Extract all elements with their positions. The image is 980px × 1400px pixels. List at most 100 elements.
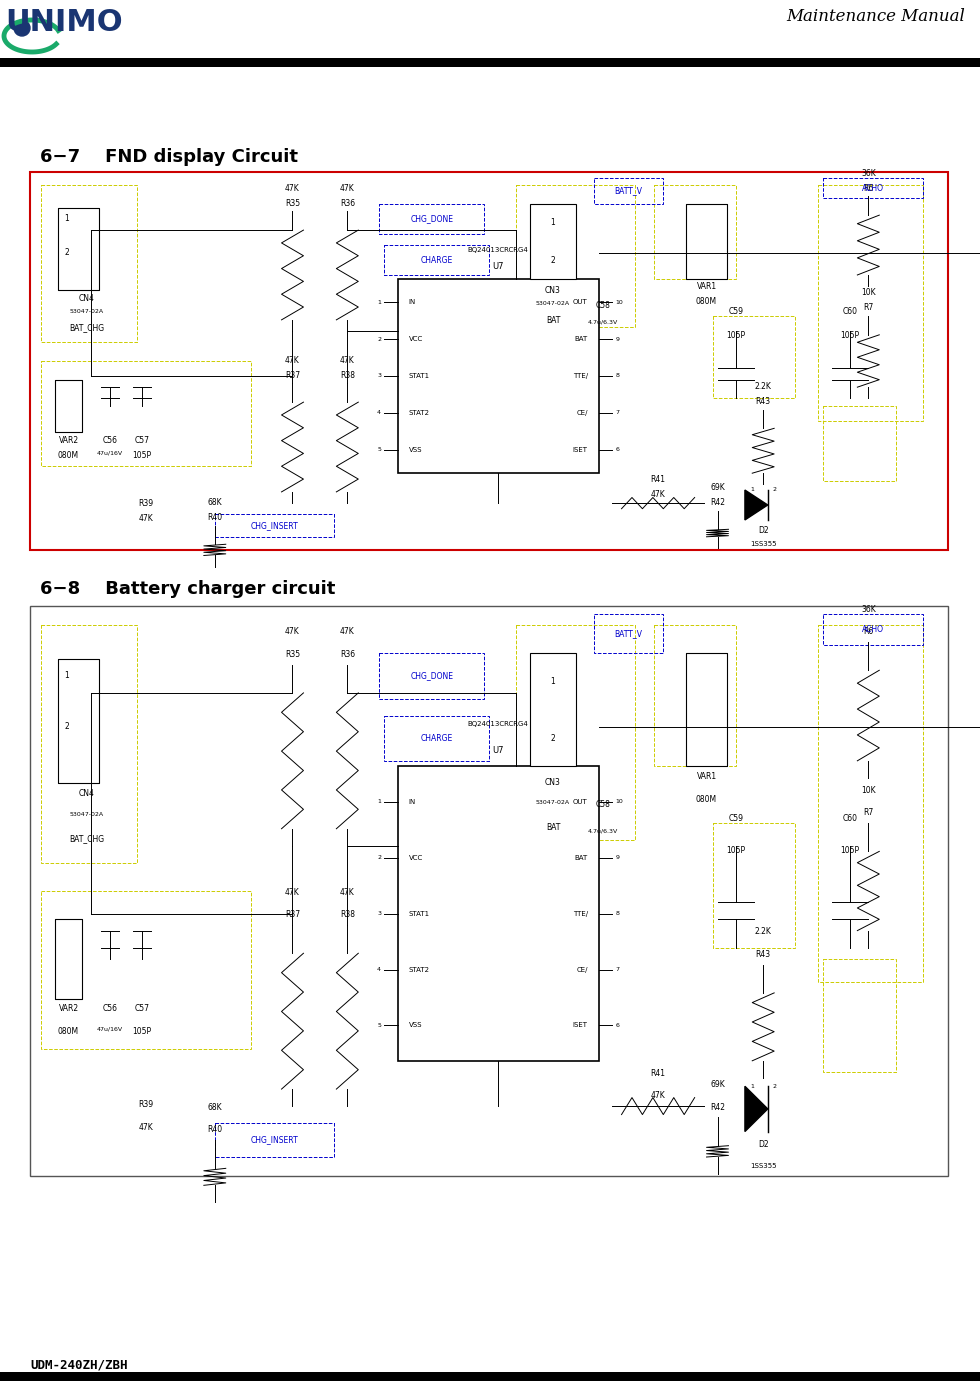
Bar: [215, 514, 333, 536]
Bar: [55, 920, 82, 998]
Text: 47K: 47K: [139, 1123, 154, 1133]
Text: 2: 2: [772, 1084, 776, 1089]
Text: ISET: ISET: [572, 447, 588, 452]
Text: 53047-02A: 53047-02A: [536, 801, 570, 805]
Text: CHG_DONE: CHG_DONE: [411, 672, 454, 680]
Text: IN: IN: [409, 300, 416, 305]
Text: R7: R7: [863, 304, 873, 312]
Text: CHG_INSERT: CHG_INSERT: [250, 1135, 298, 1145]
Text: BAT: BAT: [546, 316, 561, 325]
Text: C58: C58: [596, 801, 611, 809]
Text: 3: 3: [377, 374, 381, 378]
Text: 2: 2: [551, 256, 556, 265]
Text: 68K: 68K: [208, 1103, 222, 1112]
Text: C58: C58: [596, 301, 611, 311]
Text: CN3: CN3: [545, 286, 561, 295]
Bar: [379, 654, 484, 699]
Text: R39: R39: [139, 1100, 154, 1109]
Text: 4.7u/6.3V: 4.7u/6.3V: [588, 319, 618, 325]
Bar: [398, 766, 599, 1061]
Bar: [55, 920, 82, 998]
Text: R37: R37: [285, 371, 300, 379]
Text: 1SS355: 1SS355: [750, 540, 776, 546]
Text: 47K: 47K: [340, 888, 355, 896]
Text: 9: 9: [615, 336, 619, 342]
Text: R43: R43: [756, 951, 770, 959]
Text: STAT2: STAT2: [409, 410, 429, 416]
Text: CHARGE: CHARGE: [420, 256, 453, 265]
Text: CN4: CN4: [79, 294, 95, 302]
Text: U7: U7: [492, 746, 504, 755]
Text: ACHO: ACHO: [861, 624, 884, 634]
Text: 4.7u/6.3V: 4.7u/6.3V: [588, 829, 618, 834]
Bar: [379, 204, 484, 234]
Text: IN: IN: [409, 799, 416, 805]
Text: 105P: 105P: [841, 846, 859, 855]
Text: TTE/: TTE/: [572, 910, 588, 917]
Text: 68K: 68K: [208, 498, 222, 507]
Text: 2.2K: 2.2K: [755, 382, 771, 391]
Text: CHG_DONE: CHG_DONE: [411, 214, 454, 224]
Bar: [30, 606, 948, 1176]
Polygon shape: [745, 490, 767, 519]
Text: Maintenance Manual: Maintenance Manual: [786, 8, 965, 25]
Text: U7: U7: [492, 262, 504, 272]
Text: 1: 1: [750, 487, 754, 491]
Text: 6: 6: [615, 448, 619, 452]
Bar: [41, 185, 137, 342]
Bar: [530, 204, 576, 279]
Text: 8: 8: [615, 911, 619, 916]
Text: VAR1: VAR1: [697, 773, 716, 781]
Bar: [384, 715, 489, 760]
Text: 080M: 080M: [58, 1026, 79, 1036]
Text: 47K: 47K: [139, 514, 154, 524]
Text: VCC: VCC: [409, 855, 422, 861]
Text: 080M: 080M: [696, 795, 717, 804]
Text: R38: R38: [340, 910, 355, 920]
Text: 47K: 47K: [285, 183, 300, 193]
Text: C56: C56: [102, 435, 118, 445]
Text: 2: 2: [772, 487, 776, 491]
Text: D2: D2: [758, 1140, 768, 1149]
Text: BAT_CHG: BAT_CHG: [70, 323, 105, 333]
Text: 2.2K: 2.2K: [755, 927, 771, 937]
Text: 4: 4: [377, 967, 381, 972]
Text: R38: R38: [340, 371, 355, 379]
Text: ISET: ISET: [572, 1022, 588, 1029]
Text: VAR1: VAR1: [697, 283, 716, 291]
Text: 105P: 105P: [132, 451, 151, 459]
Text: CN3: CN3: [545, 778, 561, 787]
Text: 8: 8: [615, 374, 619, 378]
Text: R37: R37: [285, 910, 300, 920]
Text: 6−8    Battery charger circuit: 6−8 Battery charger circuit: [40, 580, 335, 598]
Bar: [0, 57, 980, 67]
Text: R36: R36: [340, 199, 355, 207]
Text: C56: C56: [102, 1004, 118, 1014]
Text: 47K: 47K: [340, 183, 355, 193]
Bar: [530, 204, 576, 279]
Bar: [398, 766, 599, 1061]
Text: R35: R35: [285, 199, 300, 207]
Bar: [398, 279, 599, 473]
Text: VSS: VSS: [409, 1022, 422, 1029]
Text: 105P: 105P: [841, 330, 859, 340]
Text: 105P: 105P: [132, 1026, 151, 1036]
Text: 10K: 10K: [861, 785, 875, 795]
Text: VCC: VCC: [409, 336, 422, 342]
Text: VAR2: VAR2: [59, 435, 78, 445]
Bar: [822, 613, 923, 645]
Text: 53047-02A: 53047-02A: [70, 308, 104, 314]
Bar: [30, 172, 948, 550]
Text: R40: R40: [207, 1126, 222, 1134]
Text: 47K: 47K: [285, 356, 300, 365]
Text: BAT_CHG: BAT_CHG: [70, 834, 105, 843]
Text: CE/: CE/: [576, 966, 588, 973]
Text: D2: D2: [758, 525, 768, 535]
Bar: [58, 659, 99, 784]
Text: UDM-240ZH/ZBH: UDM-240ZH/ZBH: [30, 1359, 127, 1372]
Text: R41: R41: [651, 1068, 665, 1078]
Text: R42: R42: [710, 1103, 725, 1112]
Bar: [712, 316, 795, 399]
Text: R35: R35: [285, 650, 300, 659]
Bar: [594, 178, 662, 204]
